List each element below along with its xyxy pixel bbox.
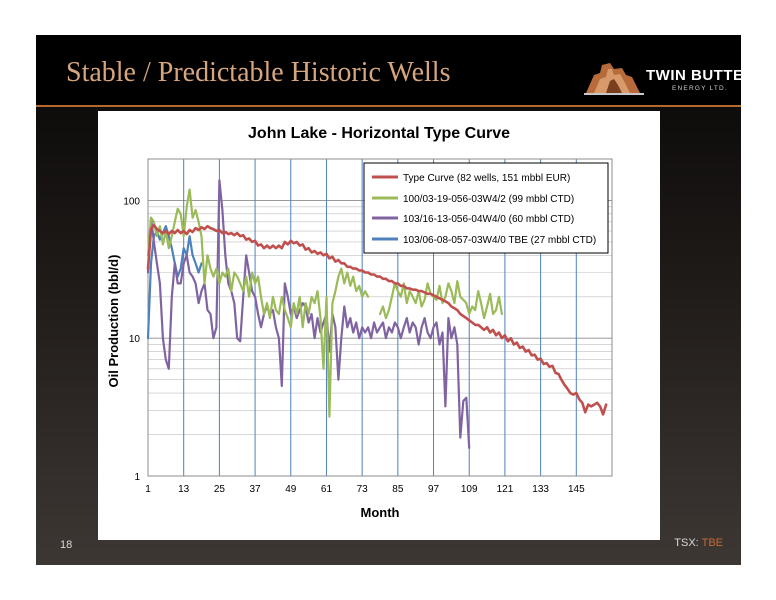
x-tick-label: 97 — [428, 484, 440, 495]
x-tick-label: 25 — [214, 484, 226, 495]
x-tick-label: 133 — [532, 484, 549, 495]
x-tick-label: 1 — [145, 484, 151, 495]
chart-panel: 1 10 100 1 13 25 37 49 61 73 85 97 109 121 133 145 John… — [98, 111, 660, 540]
slide: Stable / Predictable Historic Wells TWIN… — [36, 35, 741, 565]
x-tick-label: 73 — [357, 484, 369, 495]
company-logo: TWIN BUTTE ENERGY LTD. — [584, 57, 741, 99]
x-tick-label: 109 — [461, 484, 478, 495]
type-curve-chart: 1 10 100 1 13 25 37 49 61 73 85 97 109 121 133 145 John… — [106, 125, 613, 520]
logo-subtitle: ENERGY LTD. — [672, 85, 728, 92]
series-line-2 — [146, 179, 471, 449]
x-tick-label: 37 — [250, 484, 262, 495]
y-tick-label: 100 — [123, 196, 140, 207]
ticker-exchange: TSX: — [674, 537, 699, 549]
x-tick-label: 145 — [568, 484, 585, 495]
series-line-1 — [146, 188, 503, 418]
legend-entry-well-103-06-08: 103/06-08-057-03W4/0 TBE (27 mbbl CTD) — [403, 235, 596, 246]
x-axis-label: Month — [361, 505, 400, 520]
page-number: 18 — [60, 539, 73, 551]
series-layer — [146, 179, 608, 449]
logo-name: TWIN BUTTE — [646, 67, 741, 84]
ticker-symbol: TBE — [701, 537, 723, 549]
title-divider — [36, 105, 741, 107]
legend-entry-well-103-16-13: 103/16-13-056-04W4/0 (60 mbbl CTD) — [403, 214, 574, 225]
y-axis-label: Oil Production (bbl/d) — [106, 255, 121, 388]
y-tick-label: 10 — [129, 334, 141, 345]
legend-entry-type-curve: Type Curve (82 wells, 151 mbbl EUR) — [403, 173, 570, 184]
x-tick-label: 121 — [497, 484, 514, 495]
y-tick-label: 1 — [134, 472, 140, 483]
slide-title: Stable / Predictable Historic Wells — [66, 57, 451, 88]
chart-title: John Lake - Horizontal Type Curve — [248, 125, 510, 142]
series-line-3 — [146, 225, 203, 340]
tick-labels: 1 10 100 1 13 25 37 49 61 73 85 97 109 121 133 145 — [123, 196, 585, 495]
stock-ticker: TSX: TBE — [674, 537, 723, 549]
x-tick-label: 49 — [285, 484, 297, 495]
x-tick-label: 61 — [321, 484, 333, 495]
twin-butte-mesa-icon — [584, 63, 644, 95]
legend-box — [363, 162, 609, 254]
series-line-0 — [146, 224, 608, 416]
x-tick-label: 85 — [392, 484, 404, 495]
legend-entry-well-100-03-19: 100/03-19-056-03W4/2 (99 mbbl CTD) — [403, 194, 574, 205]
chart-legend: Type Curve (82 wells, 151 mbbl EUR) 100/… — [363, 162, 609, 254]
x-tick-label: 13 — [178, 484, 190, 495]
